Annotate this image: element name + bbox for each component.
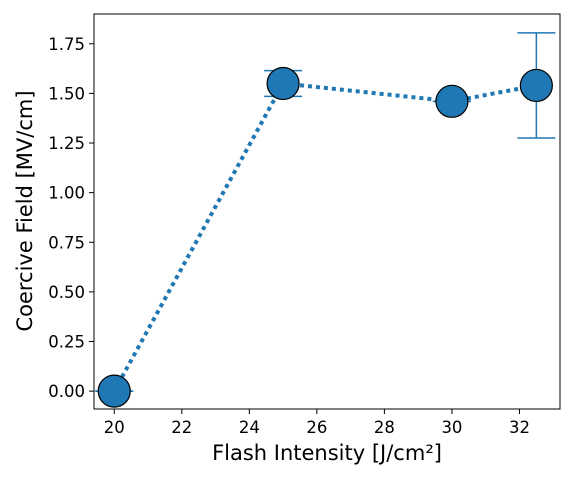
x-tick-label: 24 [239,418,260,437]
x-axis-ticks: 20 22 24 26 28 30 32 [104,409,530,437]
y-tick-label: 0.25 [48,333,85,352]
y-tick-label: 1.00 [48,184,85,203]
y-tick-label: 1.50 [48,84,85,103]
x-tick-label: 30 [441,418,462,437]
data-point [267,67,299,99]
x-tick-label: 32 [509,418,530,437]
x-axis-label: Flash Intensity [J/cm²] [212,441,442,465]
data-point [98,375,130,407]
x-tick-label: 20 [104,418,125,437]
x-tick-label: 28 [374,418,395,437]
y-tick-label: 0.00 [48,382,85,401]
data-point [436,85,468,117]
x-tick-label: 22 [171,418,192,437]
y-tick-label: 1.75 [48,35,85,54]
y-tick-label: 0.50 [48,283,85,302]
x-tick-label: 26 [306,418,327,437]
y-axis-ticks: 0.00 0.25 0.50 0.75 1.00 1.25 1.50 1.75 [48,35,94,401]
y-tick-label: 1.25 [48,134,85,153]
y-tick-label: 0.75 [48,233,85,252]
y-axis-label: Coercive Field [MV/cm] [13,90,37,331]
plot-area [94,14,560,409]
data-point [520,69,552,101]
